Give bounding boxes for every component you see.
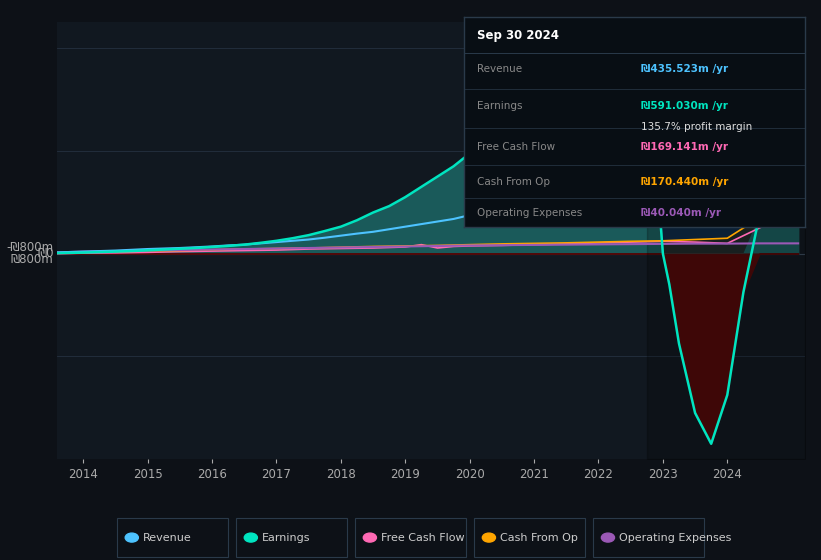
- Text: Cash From Op: Cash From Op: [478, 176, 551, 186]
- Text: Operating Expenses: Operating Expenses: [620, 533, 732, 543]
- Text: ₪800m: ₪800m: [11, 253, 53, 267]
- Text: -₪800m: -₪800m: [7, 241, 53, 254]
- Text: 135.7% profit margin: 135.7% profit margin: [641, 122, 752, 132]
- Text: ₪591.030m /yr: ₪591.030m /yr: [641, 101, 728, 111]
- Text: ₪0: ₪0: [37, 247, 53, 260]
- Text: Cash From Op: Cash From Op: [501, 533, 578, 543]
- Text: Earnings: Earnings: [263, 533, 311, 543]
- Text: ₪435.523m /yr: ₪435.523m /yr: [641, 64, 728, 74]
- Text: Free Cash Flow: Free Cash Flow: [478, 142, 556, 152]
- Text: Operating Expenses: Operating Expenses: [478, 208, 583, 218]
- Text: Sep 30 2024: Sep 30 2024: [478, 29, 559, 42]
- Text: Revenue: Revenue: [143, 533, 192, 543]
- Text: ₪40.040m /yr: ₪40.040m /yr: [641, 208, 721, 218]
- Text: ₪170.440m /yr: ₪170.440m /yr: [641, 176, 728, 186]
- Text: ₪169.141m /yr: ₪169.141m /yr: [641, 142, 728, 152]
- Text: Revenue: Revenue: [478, 64, 523, 74]
- Text: Earnings: Earnings: [478, 101, 523, 111]
- Text: Free Cash Flow: Free Cash Flow: [382, 533, 465, 543]
